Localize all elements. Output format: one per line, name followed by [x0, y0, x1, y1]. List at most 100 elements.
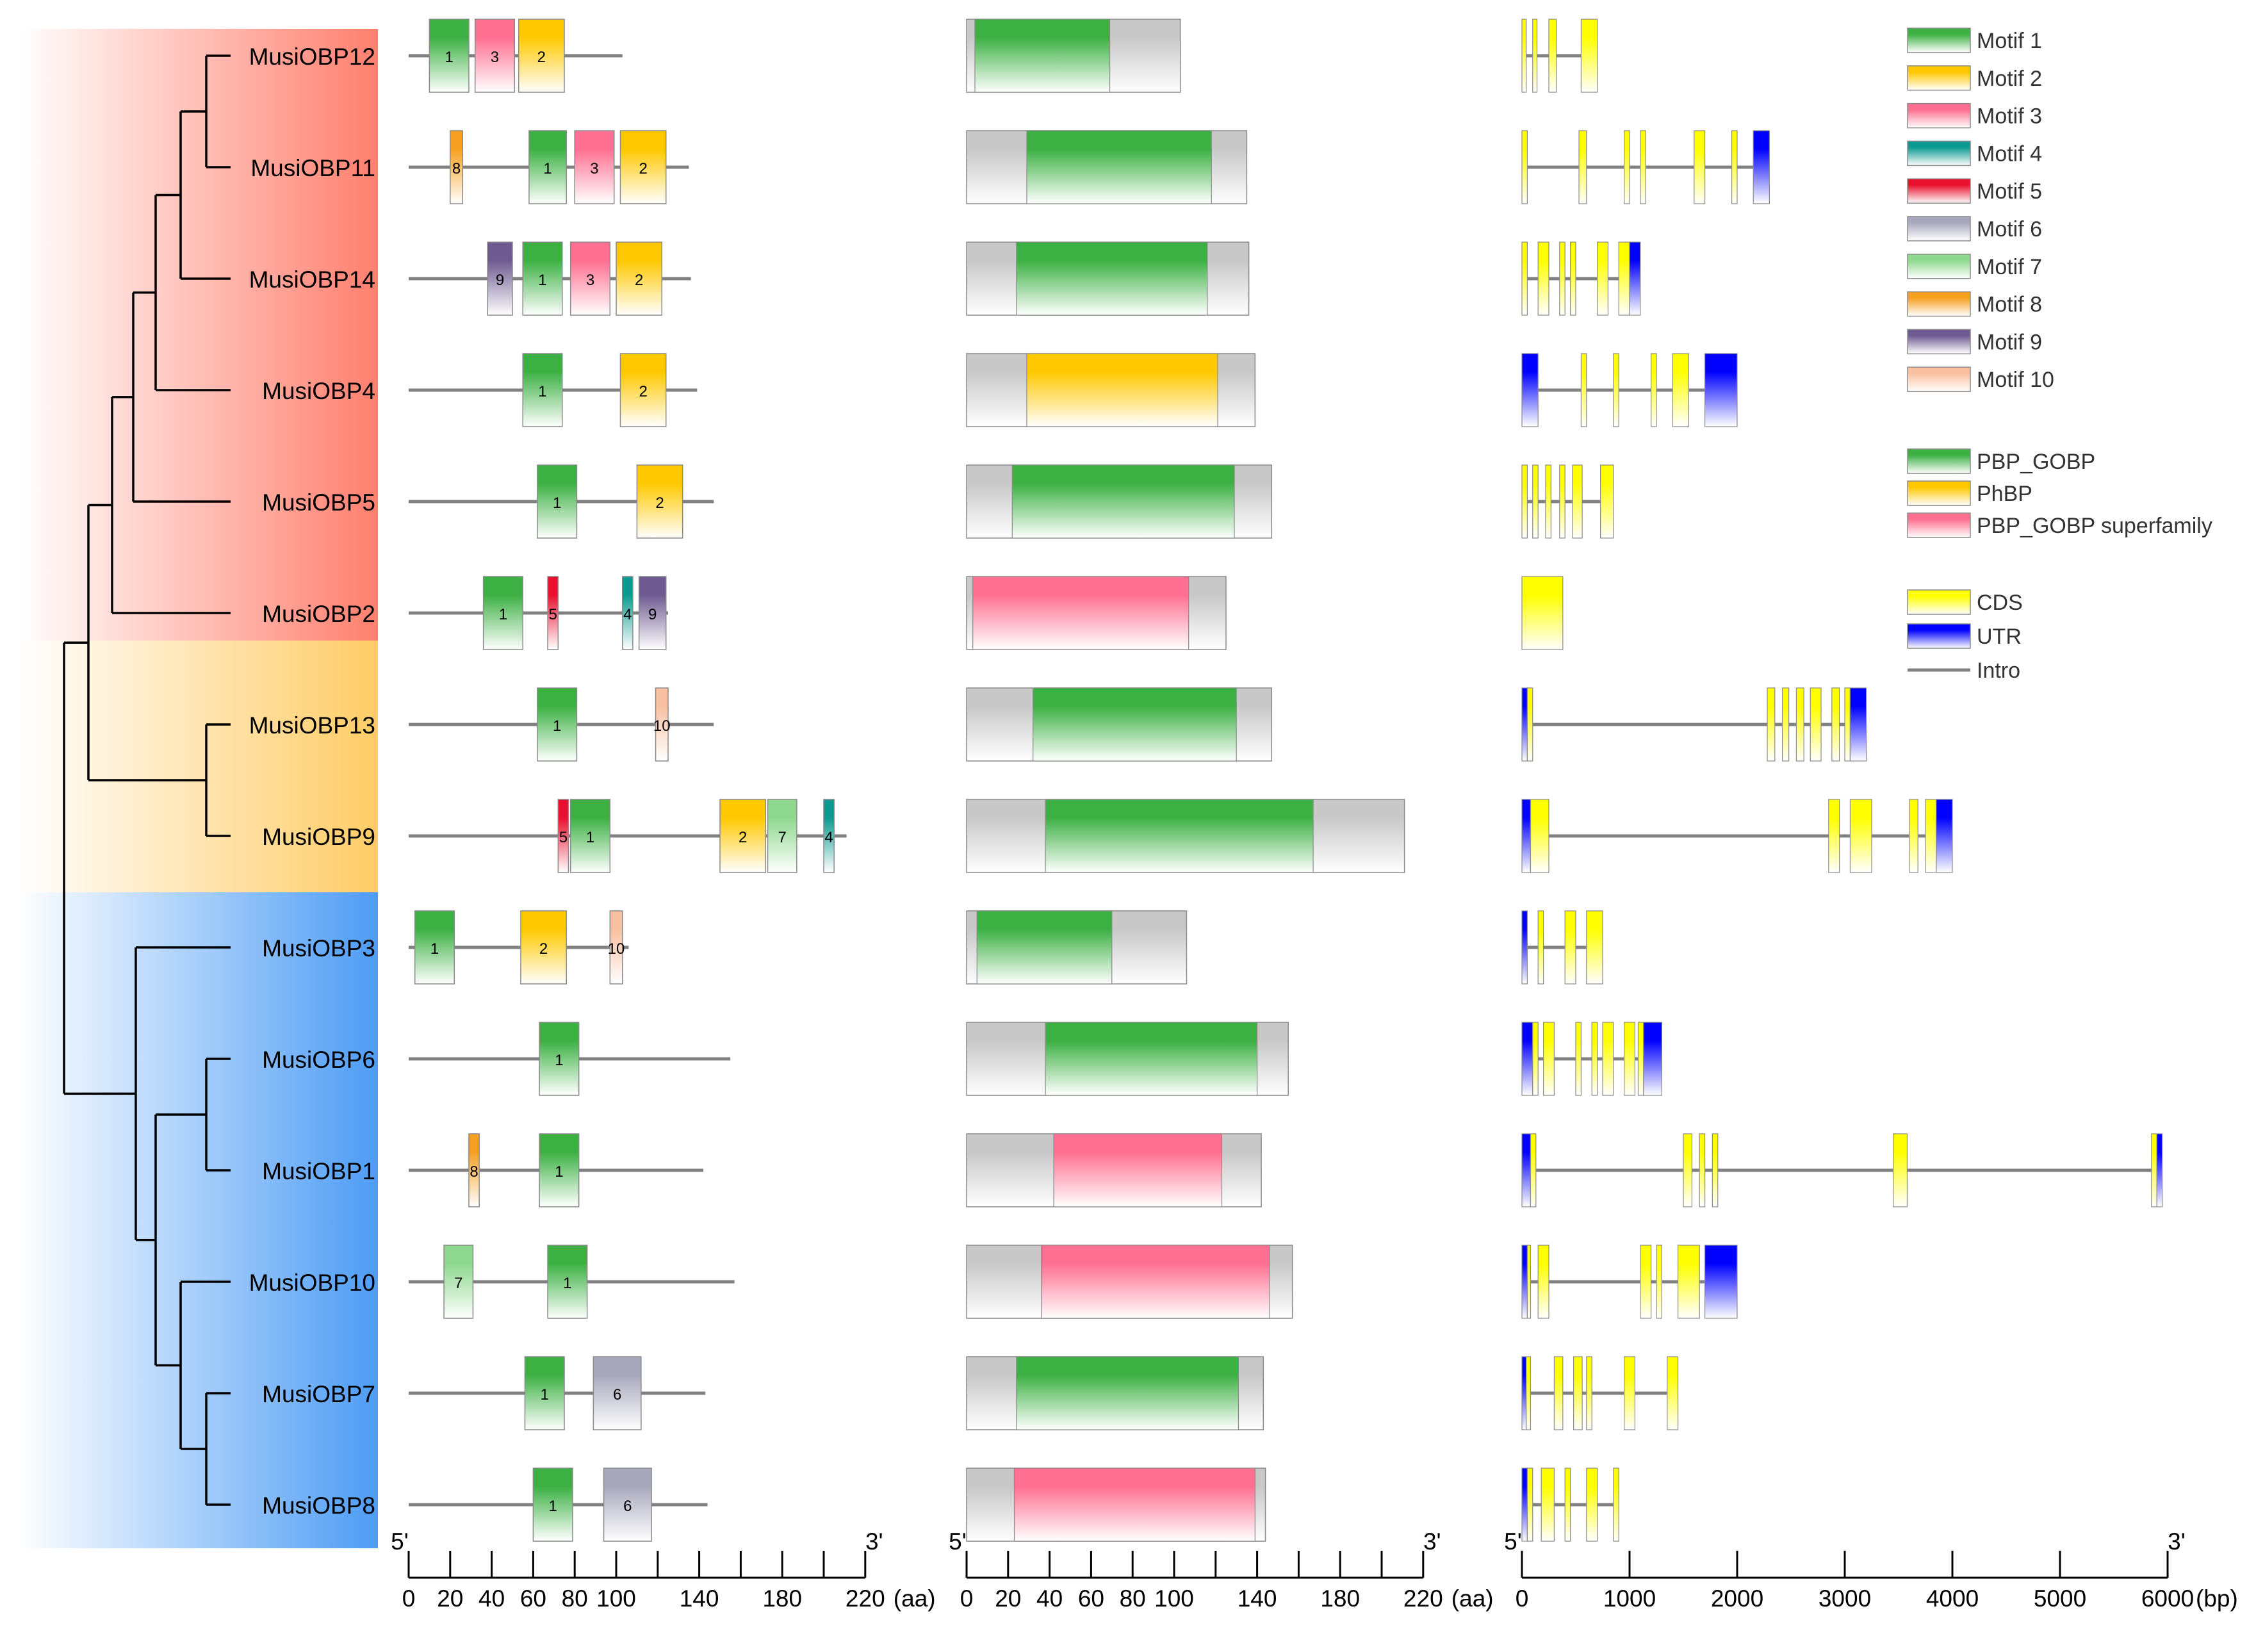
clade-background-bands — [19, 29, 378, 1548]
cds-box — [1893, 1133, 1908, 1207]
motif-number: 4 — [623, 606, 632, 623]
cds-box — [1532, 19, 1538, 93]
cds-box — [1541, 1468, 1555, 1542]
cds-box — [1545, 464, 1551, 539]
axis-tick-label: 3000 — [1819, 1585, 1871, 1612]
motif-box — [468, 1133, 480, 1207]
clade-band — [19, 892, 378, 1548]
utr-box — [1704, 353, 1738, 427]
motif-box — [532, 1468, 573, 1542]
cds-box — [1586, 1468, 1598, 1542]
cds-box — [1580, 353, 1587, 427]
utr-box — [1704, 1245, 1738, 1319]
motif-number: 2 — [639, 160, 647, 177]
gene-name: MusiOBP8 — [262, 1493, 375, 1519]
cds-box — [1526, 1468, 1533, 1542]
motif-box — [414, 910, 455, 985]
motif-number: 1 — [553, 717, 561, 735]
axis-tick-label: 100 — [1154, 1585, 1194, 1612]
axis-tick-label: 0 — [402, 1585, 416, 1612]
cds-box — [1699, 1133, 1706, 1207]
cds-box — [1578, 130, 1587, 204]
gene-name: MusiOBP10 — [249, 1270, 375, 1296]
motif-box — [537, 687, 578, 762]
gene-name: MusiOBP12 — [249, 44, 375, 70]
motif-box — [767, 799, 797, 873]
utr-box — [1753, 130, 1770, 204]
motif-number: 9 — [496, 272, 504, 289]
axis-tick-label: 1000 — [1603, 1585, 1656, 1612]
utr-box — [1521, 1468, 1528, 1542]
utr-box — [1521, 1133, 1532, 1207]
cds-box — [2151, 1133, 2157, 1207]
cds-box — [1532, 1022, 1539, 1096]
axis-tick-label: 0 — [1516, 1585, 1529, 1612]
axis-tick-label: 60 — [520, 1585, 546, 1612]
cds-box — [1831, 687, 1840, 762]
domain-box — [1053, 1133, 1223, 1207]
cds-box — [1637, 1022, 1644, 1096]
cds-box — [1667, 1356, 1679, 1430]
motif-number: 1 — [555, 1163, 563, 1181]
motif-number: 1 — [586, 829, 594, 846]
legend-domain-swatch — [1907, 512, 1971, 538]
legend-motif-label: Motif 4 — [1977, 142, 2042, 166]
gene-name: MusiOBP4 — [262, 378, 375, 404]
cds-box — [1564, 1468, 1571, 1542]
legend-motif-swatch — [1907, 216, 1971, 241]
motif-number: 1 — [543, 160, 552, 177]
axis-three-prime: 3' — [865, 1528, 883, 1555]
cds-box — [1573, 1356, 1583, 1430]
cds-box — [1624, 1356, 1636, 1430]
phylogenetic-tree — [63, 54, 231, 1506]
legend-cds-label: CDS — [1977, 591, 2023, 615]
utr-box — [1521, 353, 1539, 427]
legend-motif-label: Motif 7 — [1977, 255, 2042, 279]
motif-box — [518, 19, 565, 93]
gene-name: MusiOBP9 — [262, 824, 375, 850]
motif-number: 4 — [824, 829, 833, 846]
motif-number: 10 — [653, 717, 671, 735]
axis-five-prime: 5' — [1504, 1528, 1522, 1555]
motif-number: 1 — [538, 272, 546, 289]
motif-box — [557, 799, 569, 873]
motif-box — [528, 130, 567, 204]
cds-box — [1564, 910, 1576, 985]
motif-box — [619, 353, 667, 427]
cds-box — [1618, 241, 1630, 316]
motif-box — [719, 799, 767, 873]
domain-box — [1016, 1356, 1239, 1430]
domain-panel — [966, 19, 1405, 1542]
axis-tick-label: 20 — [995, 1585, 1021, 1612]
cds-box — [1694, 130, 1706, 204]
cds-box — [1591, 1022, 1598, 1096]
legend-motif-swatch — [1907, 65, 1971, 91]
domain-box — [976, 910, 1113, 985]
motif-number: 3 — [590, 160, 598, 177]
axis-unit: (aa) — [1451, 1585, 1494, 1612]
cds-box — [1570, 241, 1576, 316]
motif-box — [487, 241, 513, 316]
motif-number: 5 — [549, 606, 557, 623]
motif-number: 2 — [537, 49, 546, 66]
motif-box — [616, 241, 663, 316]
cds-box — [1526, 687, 1533, 762]
utr-box — [1521, 687, 1528, 762]
axis-tick-label: 2000 — [1711, 1585, 1763, 1612]
cds-box — [1526, 1245, 1532, 1319]
domain-box — [1013, 1468, 1255, 1542]
axis-tick-label: 40 — [478, 1585, 505, 1612]
motif-number: 3 — [586, 272, 594, 289]
axis-tick-label: 5000 — [2034, 1585, 2086, 1612]
cds-box — [1559, 464, 1565, 539]
motif-number: 5 — [559, 829, 568, 846]
axis-tick-label: 80 — [562, 1585, 588, 1612]
domain-box — [1026, 353, 1218, 427]
motif-box — [569, 799, 611, 873]
motif-number: 1 — [430, 940, 439, 958]
legend-motif-label: Motif 10 — [1977, 368, 2054, 392]
motif-box — [619, 130, 667, 204]
motif-number: 8 — [452, 160, 461, 177]
